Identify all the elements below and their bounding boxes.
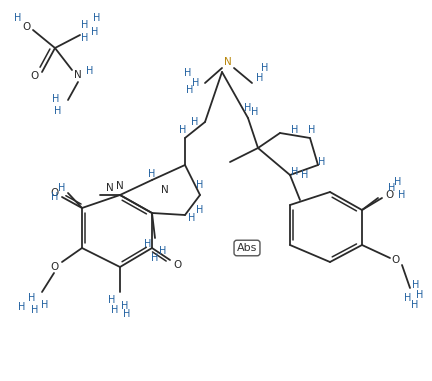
Text: H: H: [394, 177, 402, 187]
Text: H: H: [256, 73, 264, 83]
Text: H: H: [121, 301, 129, 311]
Text: N: N: [116, 181, 124, 191]
Text: H: H: [301, 170, 309, 180]
Text: H: H: [388, 183, 396, 193]
Text: H: H: [308, 125, 316, 135]
Text: O: O: [50, 188, 58, 198]
Text: H: H: [179, 125, 187, 135]
Text: H: H: [18, 302, 25, 312]
Text: H: H: [318, 157, 326, 167]
Text: H: H: [398, 190, 406, 200]
Text: H: H: [159, 246, 167, 256]
Text: H: H: [52, 94, 60, 104]
Text: H: H: [31, 305, 39, 315]
Text: H: H: [151, 253, 159, 263]
Text: H: H: [29, 293, 36, 303]
Text: O: O: [386, 190, 394, 200]
Text: H: H: [188, 213, 196, 223]
Text: H: H: [196, 180, 203, 190]
Text: H: H: [196, 205, 203, 215]
Text: H: H: [245, 103, 252, 113]
Text: H: H: [261, 63, 269, 73]
Text: H: H: [144, 239, 152, 249]
Text: H: H: [291, 125, 299, 135]
Text: H: H: [411, 300, 419, 310]
Text: H: H: [14, 13, 22, 23]
Text: O: O: [30, 71, 38, 81]
Text: N: N: [74, 70, 82, 80]
Text: O: O: [173, 260, 181, 270]
Text: H: H: [148, 169, 156, 179]
Text: H: H: [41, 300, 49, 310]
Text: H: H: [81, 20, 89, 30]
Text: H: H: [54, 106, 62, 116]
Text: H: H: [192, 78, 200, 88]
Text: H: H: [93, 13, 101, 23]
Text: H: H: [184, 68, 192, 78]
Text: H: H: [191, 117, 199, 127]
Text: O: O: [22, 22, 30, 32]
Text: H: H: [412, 280, 419, 290]
Text: N: N: [106, 183, 114, 193]
Text: H: H: [186, 85, 194, 95]
Text: N: N: [161, 185, 169, 195]
Text: H: H: [416, 290, 424, 300]
Text: H: H: [58, 183, 66, 193]
Text: O: O: [50, 262, 58, 272]
Text: H: H: [91, 27, 98, 37]
Text: H: H: [291, 167, 299, 177]
Text: H: H: [404, 293, 412, 303]
Text: H: H: [81, 33, 89, 43]
Text: Abs: Abs: [237, 243, 257, 253]
Text: N: N: [224, 57, 232, 67]
Text: H: H: [251, 107, 259, 117]
Text: H: H: [123, 309, 131, 319]
Text: H: H: [51, 192, 59, 202]
Text: H: H: [86, 66, 94, 76]
Text: H: H: [111, 305, 119, 315]
Text: O: O: [392, 255, 400, 265]
Text: H: H: [108, 295, 116, 305]
